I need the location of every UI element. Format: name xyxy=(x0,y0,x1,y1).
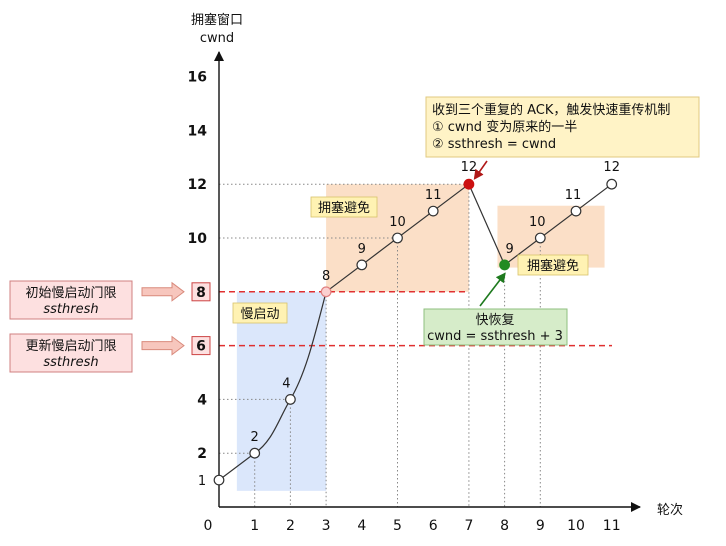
threshold-8-box xyxy=(191,282,211,302)
data-point xyxy=(570,205,582,217)
initial-threshold-arrow xyxy=(141,281,185,302)
data-point-label: 4 xyxy=(282,376,290,391)
y-tick-label: 2 xyxy=(197,446,207,462)
fast-recovery-arrow xyxy=(479,272,506,307)
data-point-label: 11 xyxy=(565,188,582,203)
threshold-6-box xyxy=(191,336,211,356)
updated-threshold-note-line2: ssthresh xyxy=(43,355,98,370)
initial-threshold-note-box xyxy=(9,280,133,320)
data-point xyxy=(427,205,439,217)
data-point xyxy=(213,474,225,486)
avoid-label-2-bg xyxy=(517,254,589,276)
fast-retransmit-note-line3: ② ssthresh = cwnd xyxy=(432,137,556,152)
data-point-label: 12 xyxy=(603,160,620,175)
y-axis-label-line1: 拥塞窗口 xyxy=(191,12,243,28)
y-tick-label: 10 xyxy=(188,231,208,247)
y-tick-label: 14 xyxy=(188,123,208,139)
slow-start-label: 慢启动 xyxy=(240,306,279,322)
x-tick-label: 10 xyxy=(567,518,585,534)
data-point xyxy=(285,394,296,405)
data-point-label: 1 xyxy=(198,474,206,489)
dotted-guides xyxy=(219,183,541,507)
x-tick-label: 9 xyxy=(536,518,545,534)
threshold-6-value: 6 xyxy=(196,339,206,355)
data-point-label: 9 xyxy=(358,242,366,257)
y-tick-label: 16 xyxy=(188,70,207,86)
x-tick-label: 0 xyxy=(204,518,213,534)
x-tick-labels: 0 1 2 3 4 5 6 7 8 9 10 11 xyxy=(204,518,621,534)
data-point-label: 9 xyxy=(505,242,513,257)
initial-threshold-note-line1: 初始慢启动门限 xyxy=(25,285,116,301)
data-point-label: 10 xyxy=(389,215,406,230)
x-tick-label: 6 xyxy=(429,518,438,534)
series-line-drop xyxy=(468,183,506,266)
initial-threshold-note-line2: ssthresh xyxy=(43,302,98,317)
series-line-recovery xyxy=(504,183,613,266)
slow-start-label-bg xyxy=(232,302,288,324)
avoid-label-1: 拥塞避免 xyxy=(318,200,370,216)
y-axis-label-line2: cwnd xyxy=(200,31,234,46)
threshold-8-value: 8 xyxy=(196,285,206,301)
data-point-label: 11 xyxy=(425,188,442,203)
fast-retransmit-note-line2: ① cwnd 变为原来的一半 xyxy=(432,119,577,135)
data-point xyxy=(534,232,546,244)
data-point-label: 8 xyxy=(322,269,330,284)
data-point xyxy=(606,178,618,190)
data-points xyxy=(213,178,618,486)
data-point-label: 2 xyxy=(251,430,259,445)
updated-threshold-arrow xyxy=(141,335,185,356)
x-axis-label: 轮次 xyxy=(657,502,683,518)
data-point xyxy=(249,447,261,459)
x-tick-label: 3 xyxy=(322,518,331,534)
updated-threshold-note-box xyxy=(9,333,133,373)
x-tick-label: 8 xyxy=(500,518,509,534)
data-point xyxy=(499,259,511,271)
y-tick-label: 12 xyxy=(188,177,207,193)
data-point xyxy=(356,259,368,271)
x-tick-label: 1 xyxy=(250,518,259,534)
fast-retransmit-note-line1: 收到三个重复的 ACK，触发快速重传机制 xyxy=(432,102,670,118)
x-tick-label: 11 xyxy=(603,518,621,534)
data-point-label: 12 xyxy=(461,160,478,175)
fast-recovery-note-box xyxy=(423,308,568,346)
data-point-label: 10 xyxy=(529,215,546,230)
data-point xyxy=(320,286,332,298)
avoid-label-1-bg xyxy=(310,196,378,218)
fast-recovery-note-line1: 快恢复 xyxy=(475,313,514,328)
y-tick-label: 4 xyxy=(197,392,207,408)
avoid-label-2: 拥塞避免 xyxy=(527,258,579,274)
x-tick-label: 5 xyxy=(393,518,402,534)
data-point xyxy=(392,232,403,244)
y-tick-labels: 2 4 10 12 14 16 xyxy=(188,70,208,463)
fast-retransmit-note-box xyxy=(425,96,700,158)
x-tick-label: 4 xyxy=(357,518,366,534)
data-point xyxy=(463,178,475,190)
x-tick-label: 7 xyxy=(464,518,473,534)
updated-threshold-note-line1: 更新慢启动门限 xyxy=(25,338,116,354)
fast-retransmit-arrow xyxy=(473,160,488,180)
fast-recovery-note-line2: cwnd = ssthresh + 3 xyxy=(427,329,563,344)
x-tick-label: 2 xyxy=(286,518,295,534)
